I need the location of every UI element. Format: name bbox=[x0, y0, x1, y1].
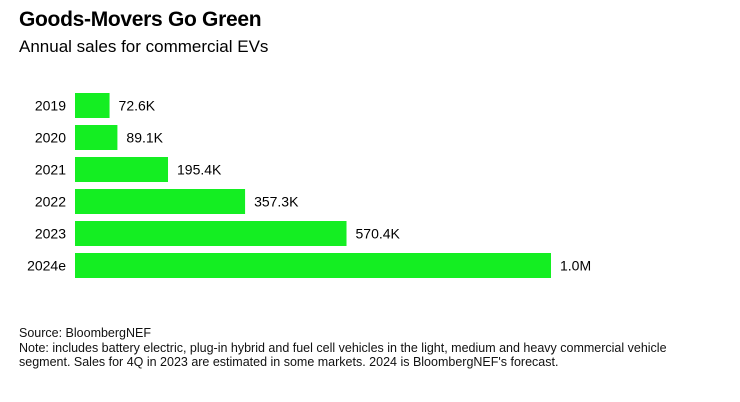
bar-2024e bbox=[75, 253, 551, 278]
note-text: Note: includes battery electric, plug-in… bbox=[19, 340, 667, 370]
data-label: 195.4K bbox=[177, 162, 222, 178]
category-label: 2023 bbox=[35, 226, 66, 242]
category-label: 2021 bbox=[35, 162, 66, 178]
source-text: Source: BloombergNEF bbox=[19, 326, 152, 340]
bar-2019 bbox=[75, 93, 110, 118]
data-label: 357.3K bbox=[254, 194, 299, 210]
data-label: 1.0M bbox=[560, 258, 591, 274]
bar-2021 bbox=[75, 157, 169, 182]
category-label: 2019 bbox=[35, 98, 66, 114]
bar-2022 bbox=[75, 189, 246, 214]
category-label: 2022 bbox=[35, 194, 66, 210]
chart-footer: Source: BloombergNEF Note: includes batt… bbox=[19, 326, 719, 370]
chart-subtitle: Annual sales for commercial EVs bbox=[19, 37, 269, 56]
data-label: 570.4K bbox=[356, 226, 401, 242]
category-label: 2020 bbox=[35, 130, 66, 146]
chart-title: Goods-Movers Go Green bbox=[19, 8, 262, 31]
category-label: 2024e bbox=[27, 258, 66, 274]
data-label: 89.1K bbox=[126, 130, 163, 146]
bar-chart: 2019 72.6K 2020 89.1K 2021 195.4K 2022 357.3K 20… bbox=[27, 93, 591, 278]
data-label: 72.6K bbox=[119, 98, 156, 114]
bar-2020 bbox=[75, 125, 118, 150]
bar-2023 bbox=[75, 221, 347, 246]
